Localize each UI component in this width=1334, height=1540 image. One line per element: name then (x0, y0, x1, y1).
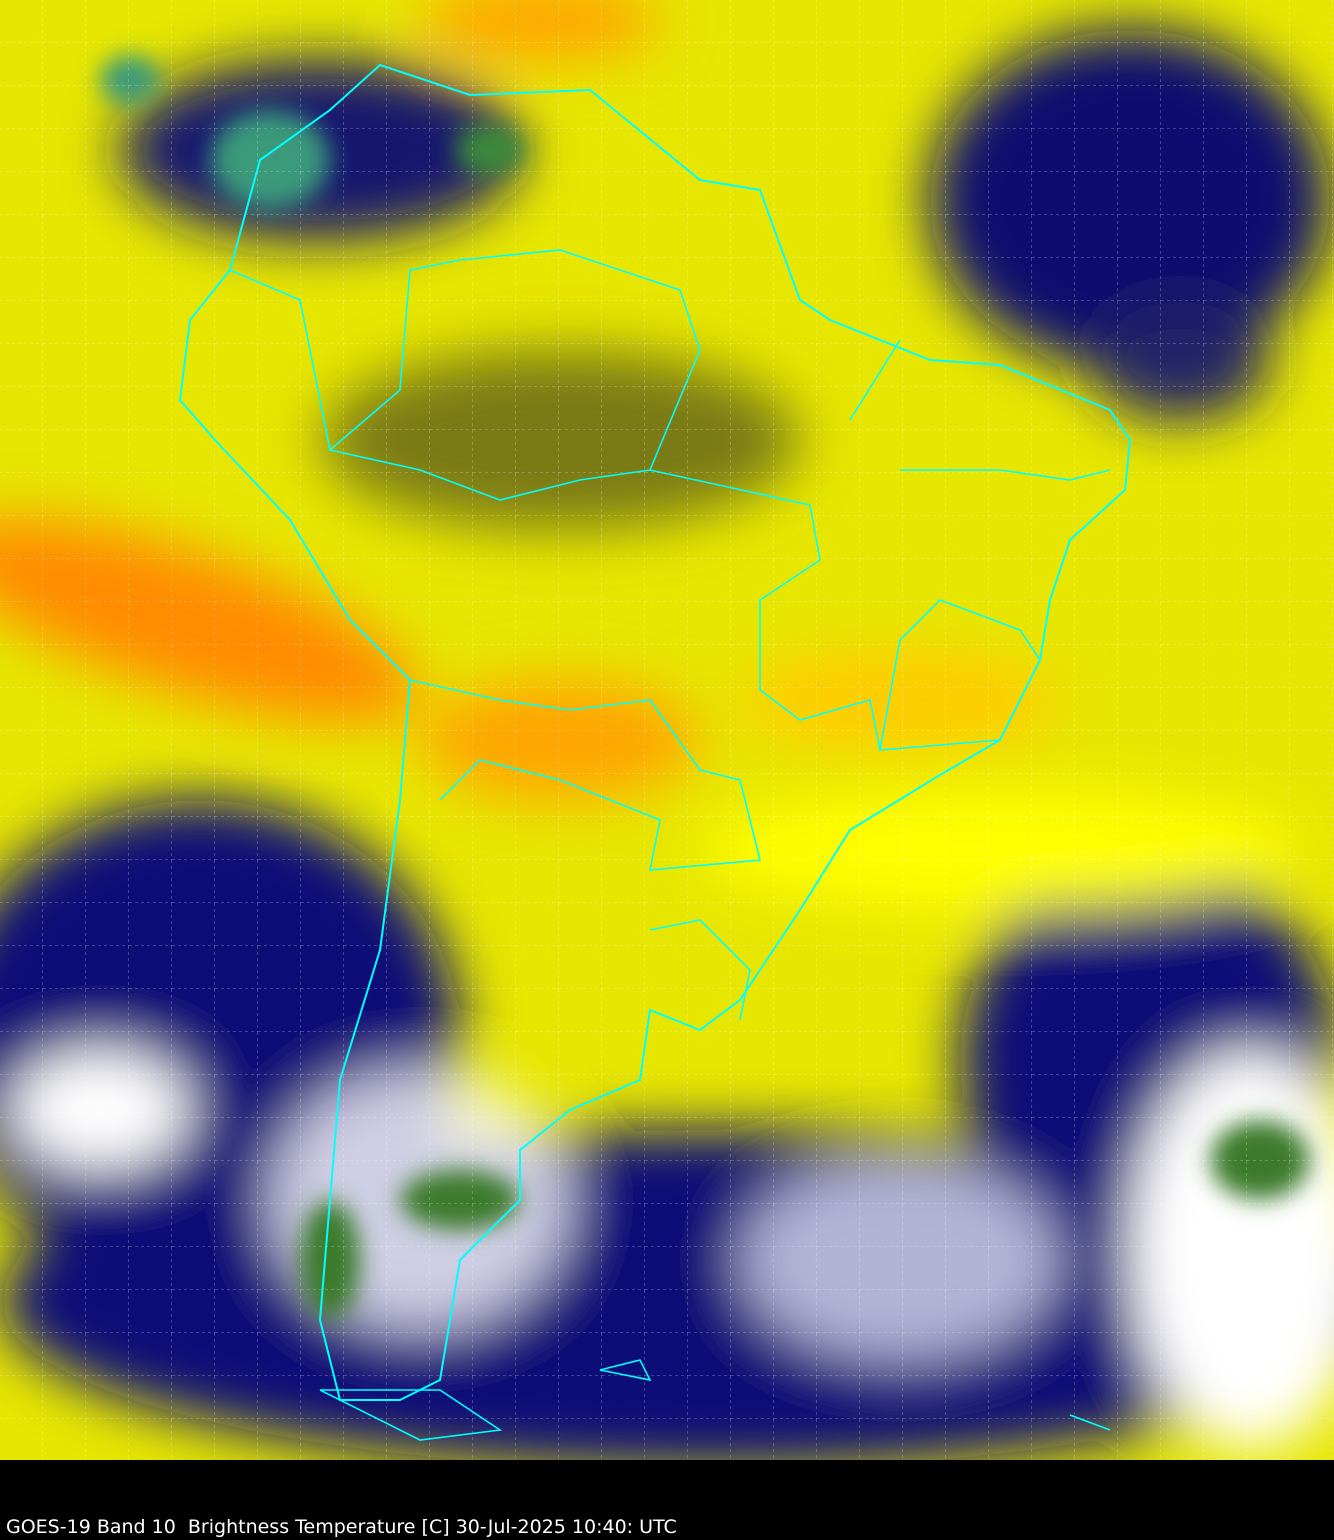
satellite-image (0, 0, 1334, 1460)
south-america-outline (178, 63, 1132, 1401)
country-borders (229, 249, 1111, 1021)
image-caption: GOES-19 Band 10 Brightness Temperature [… (6, 1516, 677, 1538)
tierra-del-fuego (319, 1359, 1111, 1441)
lat-lon-grid (0, 0, 1334, 1460)
